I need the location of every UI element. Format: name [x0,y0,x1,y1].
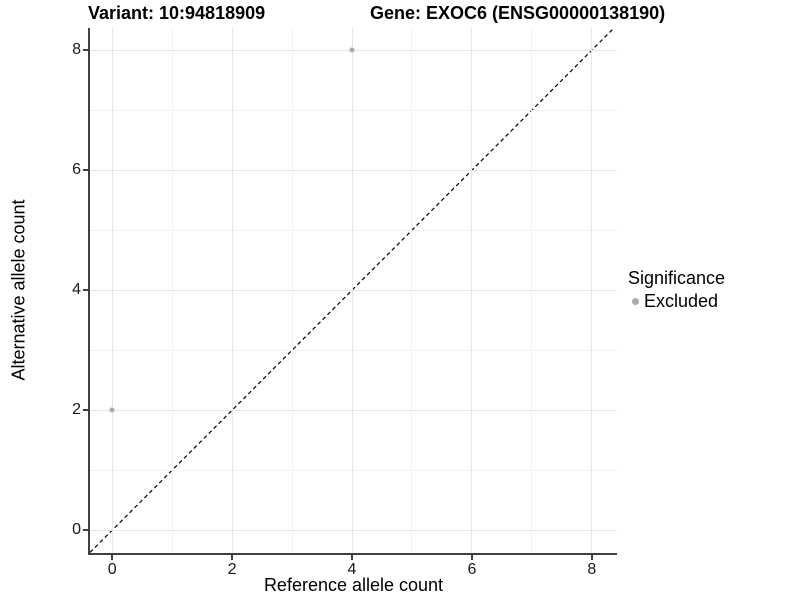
y-axis-title: Alternative allele count [8,199,29,381]
gene-title: Gene: EXOC6 (ENSG00000138190) [370,3,666,23]
y-gridline-minor [90,469,617,471]
y-tick-label: 0 [72,521,81,539]
y-gridline-minor [90,349,617,351]
x-axis-line [88,553,617,555]
x-axis-title: Reference allele count [263,575,444,595]
data-point [349,47,355,53]
y-tick-mark [83,289,88,291]
x-tick-mark [471,555,473,560]
y-axis-line [88,28,90,555]
y-tick-mark [83,529,88,531]
y-gridline-major [90,529,617,531]
data-point [109,407,115,413]
y-tick-mark [83,409,88,411]
y-tick-label: 2 [72,401,81,419]
y-gridline-major [90,409,617,411]
x-tick-label: 2 [227,561,237,578]
x-tick-label: 6 [467,561,477,578]
x-tick-mark [111,555,113,560]
x-tick-label: 0 [107,561,117,578]
x-tick-mark [351,555,353,560]
variant-title: Variant: 10:94818909 [88,3,266,23]
y-tick-mark [83,49,88,51]
y-tick-label: 6 [72,161,81,179]
x-tick-label: 4 [347,561,357,578]
plot-area: 0 2 4 6 8 0 2 4 6 8 [72,28,617,578]
legend-point-icon [632,297,639,305]
x-tick-mark [231,555,233,560]
legend-title: Significance [628,268,726,288]
y-gridline-minor [90,109,617,111]
y-tick-mark [83,169,88,171]
legend-item-excluded: Excluded [632,290,725,312]
y-gridline-minor [90,229,617,231]
legend-item-label: Excluded [644,291,719,311]
legend: Significance Excluded [628,267,725,312]
y-tick-label: 8 [72,41,81,59]
x-tick-mark [591,555,593,560]
x-tick-label: 8 [587,561,597,578]
y-gridline-major [90,169,617,171]
y-gridline-major [90,289,617,291]
y-tick-label: 4 [72,281,81,299]
